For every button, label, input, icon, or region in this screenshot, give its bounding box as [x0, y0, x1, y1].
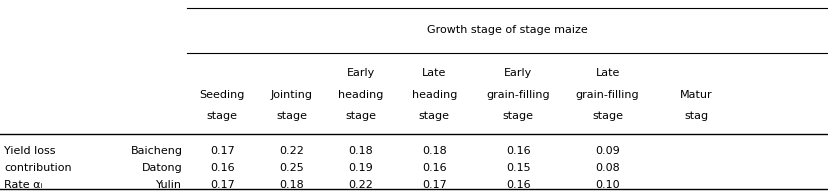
Text: Late: Late [421, 68, 446, 78]
Text: 0.22: 0.22 [348, 180, 373, 190]
Text: Matur: Matur [679, 90, 712, 100]
Text: 0.17: 0.17 [209, 180, 234, 190]
Text: Early: Early [346, 68, 374, 78]
Text: 0.08: 0.08 [595, 163, 619, 173]
Text: 0.09: 0.09 [595, 146, 619, 156]
Text: stage: stage [344, 111, 376, 121]
Text: 0.22: 0.22 [279, 146, 304, 156]
Text: heading: heading [412, 90, 456, 100]
Text: Late: Late [595, 68, 619, 78]
Text: stag: stag [683, 111, 708, 121]
Text: 0.25: 0.25 [279, 163, 304, 173]
Text: Seeding: Seeding [200, 90, 244, 100]
Text: Datong: Datong [142, 163, 182, 173]
Text: stage: stage [591, 111, 623, 121]
Text: grain-filling: grain-filling [575, 90, 638, 100]
Text: 0.16: 0.16 [505, 180, 530, 190]
Text: 0.18: 0.18 [421, 146, 446, 156]
Text: Rate αᵢ: Rate αᵢ [4, 180, 42, 190]
Text: Early: Early [503, 68, 532, 78]
Text: 0.18: 0.18 [348, 146, 373, 156]
Text: Yulin: Yulin [156, 180, 182, 190]
Text: stage: stage [502, 111, 533, 121]
Text: 0.16: 0.16 [505, 146, 530, 156]
Text: 0.10: 0.10 [595, 180, 619, 190]
Text: 0.19: 0.19 [348, 163, 373, 173]
Text: stage: stage [206, 111, 238, 121]
Text: stage: stage [276, 111, 307, 121]
Text: 0.17: 0.17 [209, 146, 234, 156]
Text: heading: heading [338, 90, 383, 100]
Text: contribution: contribution [4, 163, 72, 173]
Text: grain-filling: grain-filling [486, 90, 549, 100]
Text: 0.15: 0.15 [505, 163, 530, 173]
Text: 0.18: 0.18 [279, 180, 304, 190]
Text: Yield loss: Yield loss [4, 146, 55, 156]
Text: 0.16: 0.16 [421, 163, 446, 173]
Text: stage: stage [418, 111, 450, 121]
Text: 0.17: 0.17 [421, 180, 446, 190]
Text: 0.16: 0.16 [209, 163, 234, 173]
Text: Growth stage of stage maize: Growth stage of stage maize [427, 25, 587, 35]
Text: Baicheng: Baicheng [130, 146, 182, 156]
Text: Jointing: Jointing [271, 90, 312, 100]
